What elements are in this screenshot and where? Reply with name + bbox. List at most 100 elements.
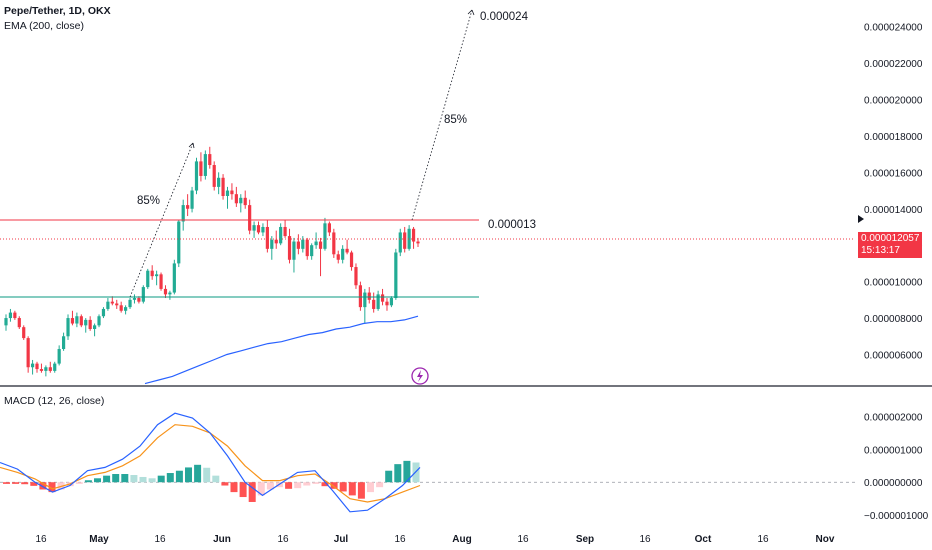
last-price-tag[interactable]: 0.000012057 15:13:17	[858, 232, 922, 258]
macd-histogram-bar	[112, 474, 120, 483]
x-tick-label: Jul	[334, 534, 349, 545]
candle-body	[186, 205, 190, 209]
lightning-icon[interactable]	[411, 367, 429, 385]
candle	[8, 308, 13, 322]
candle	[407, 225, 411, 251]
candle	[265, 219, 269, 253]
candle-body	[221, 177, 225, 196]
candle	[101, 307, 106, 319]
price-tick-label: 0.000020000	[864, 95, 923, 106]
candle-body	[106, 301, 110, 309]
price-axis[interactable]: 0.000024000 0.000022000 0.000020000 0.00001…	[864, 23, 923, 362]
macd-histogram-bar	[139, 476, 147, 483]
candle	[203, 150, 207, 180]
candle	[190, 186, 194, 213]
candle	[212, 161, 216, 191]
price-tick-label: 0.000022000	[864, 59, 923, 70]
candle-body	[376, 294, 380, 309]
candle-body	[243, 197, 247, 206]
candle	[217, 172, 221, 195]
macd-histogram-bar	[339, 482, 347, 492]
candle-body	[8, 312, 13, 319]
candle-body	[137, 298, 141, 302]
candle-body	[265, 226, 269, 249]
candle	[61, 332, 66, 351]
candle-body	[327, 223, 331, 233]
candle	[88, 316, 92, 331]
price-pane[interactable]	[4, 146, 420, 385]
first-move-arrow[interactable]	[129, 142, 195, 298]
candle-body	[336, 254, 340, 260]
candle	[146, 268, 150, 289]
candle	[301, 236, 305, 253]
x-tick-label: Nov	[816, 534, 835, 545]
macd-histogram-bar	[394, 464, 402, 483]
symbol-legend[interactable]: Pepe/Tether, 1D, OKX	[4, 5, 111, 17]
target-price-label: 0.000024	[480, 11, 529, 23]
candle	[279, 223, 283, 246]
candle	[274, 230, 278, 249]
candle	[261, 223, 265, 237]
macd-histogram-bar	[212, 475, 220, 483]
candle-body	[141, 287, 145, 302]
candle-body	[349, 252, 354, 268]
first-move-pct-label: 85%	[137, 195, 160, 207]
candle	[296, 234, 300, 255]
candle	[115, 299, 119, 309]
macd-histogram-bar	[385, 470, 393, 483]
x-tick-label: Jun	[213, 534, 231, 545]
candle	[310, 243, 314, 260]
candle	[349, 250, 354, 271]
candle	[163, 285, 168, 299]
macd-histogram-bar	[203, 467, 211, 483]
ema-legend[interactable]: EMA (200, close)	[4, 20, 84, 32]
x-tick-label: Aug	[452, 534, 471, 545]
candle	[336, 250, 340, 264]
candle-body	[296, 241, 300, 249]
candle	[354, 263, 358, 289]
triangle-right-icon[interactable]	[858, 215, 864, 223]
candle	[234, 186, 238, 207]
candle-body	[287, 236, 292, 260]
resistance-price-label: 0.000013	[488, 219, 536, 231]
candle	[239, 194, 243, 213]
candle	[26, 336, 30, 373]
candle	[194, 157, 199, 195]
candle	[323, 217, 327, 251]
macd-histogram-bar	[376, 482, 384, 488]
candle	[252, 221, 256, 238]
macd-pane[interactable]	[0, 412, 855, 513]
candle	[221, 174, 225, 200]
candle	[394, 248, 398, 300]
macd-histogram-bar	[75, 482, 83, 484]
candle-body	[57, 349, 61, 364]
projected-move-arrow[interactable]	[411, 9, 475, 221]
candle	[345, 239, 349, 255]
candle	[177, 219, 181, 268]
candle	[363, 288, 367, 324]
candle-body	[225, 190, 230, 196]
candle	[385, 298, 389, 311]
candle	[150, 265, 154, 280]
candle-body	[53, 363, 57, 371]
candle	[79, 314, 83, 328]
macd-legend[interactable]: MACD (12, 26, close)	[4, 395, 104, 407]
candle	[97, 314, 101, 328]
candle	[186, 194, 190, 217]
candle	[66, 314, 70, 340]
candle-body	[385, 301, 389, 306]
candle-body	[128, 299, 132, 308]
macd-axis[interactable]: 0.000002000 0.000001000 0.000000000 −0.0000…	[864, 412, 929, 522]
candle-body	[358, 285, 362, 308]
candle-body	[101, 308, 106, 317]
candle-body	[199, 161, 203, 176]
macd-histogram-bar	[12, 482, 20, 484]
x-tick-label: 16	[277, 534, 289, 545]
candle	[119, 301, 123, 313]
candle-body	[332, 232, 336, 255]
candle	[159, 272, 163, 291]
candle-body	[203, 154, 207, 176]
price-tick-label: 0.000006000	[864, 350, 923, 361]
candle-body	[354, 267, 358, 286]
